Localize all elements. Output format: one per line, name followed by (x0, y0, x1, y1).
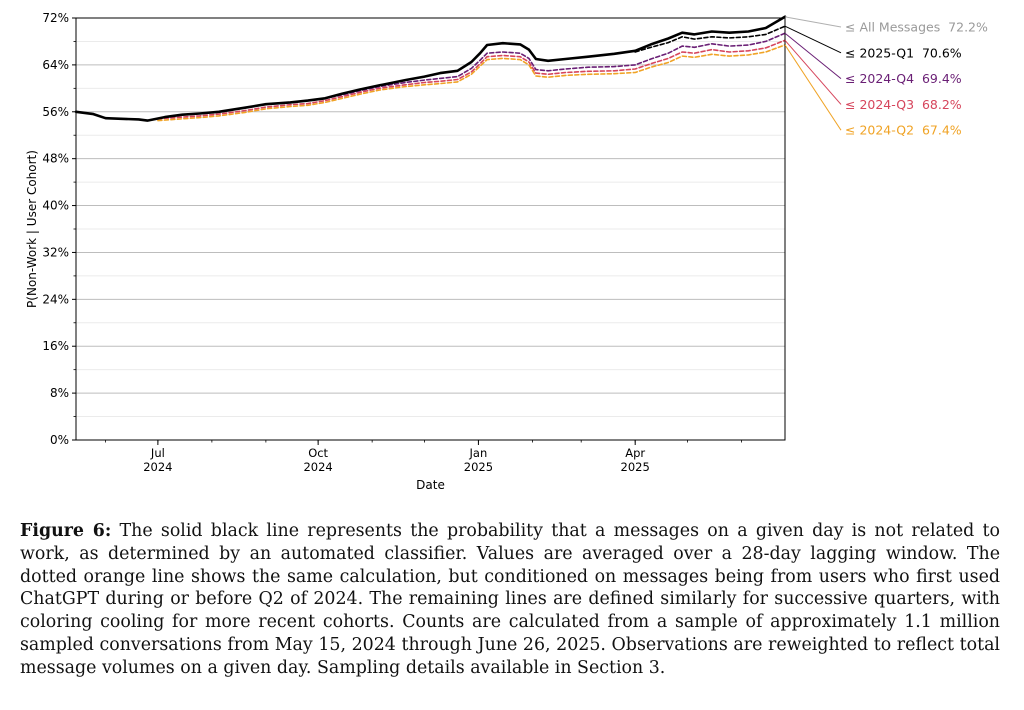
series-line-2024-q3 (157, 39, 786, 120)
series-end-label: ≤ All Messages 72.2% (845, 20, 988, 35)
line-chart: 0%8%16%24%32%40%48%56%64%72%Jul2024Oct20… (25, 11, 988, 492)
x-tick-month: Jul (150, 446, 165, 460)
axis-ticks: 0%8%16%24%32%40%48%56%64%72%Jul2024Oct20… (42, 11, 742, 474)
y-axis-label: P(Non-Work | User Cohort) (25, 150, 39, 308)
series-line-2025-q1 (634, 25, 786, 53)
y-tick-label: 16% (42, 339, 69, 353)
x-tick-year: 2025 (464, 460, 493, 474)
leader-line (784, 32, 842, 79)
y-tick-label: 8% (50, 386, 69, 400)
y-tick-label: 24% (42, 292, 69, 306)
x-axis-label: Date (416, 478, 445, 492)
x-tick-month: Oct (308, 446, 328, 460)
y-tick-label: 64% (42, 58, 69, 72)
series-end-label: ≤ 2024-Q3 68.2% (845, 97, 962, 112)
figure-caption: Figure 6: The solid black line represent… (20, 520, 1000, 680)
y-tick-label: 0% (50, 433, 69, 447)
leader-line (784, 25, 842, 54)
leader-line (784, 44, 842, 131)
series-end-label: ≤ 2024-Q4 69.4% (845, 71, 962, 86)
x-tick-year: 2025 (621, 460, 650, 474)
series-end-label: ≤ 2024-Q2 67.4% (845, 123, 962, 138)
series-line-2024-q2 (157, 44, 786, 122)
series-line-2024-q4 (317, 32, 786, 101)
y-tick-label: 56% (42, 105, 69, 119)
y-tick-label: 48% (42, 152, 69, 166)
x-tick-month: Jan (469, 446, 488, 460)
series-line-all-messages (74, 15, 787, 122)
x-tick-year: 2024 (143, 460, 172, 474)
x-tick-month: Apr (625, 446, 645, 460)
leader-line (784, 39, 842, 105)
gridlines (76, 17, 785, 441)
caption-label: Figure 6: (20, 521, 112, 541)
leader-line (784, 16, 842, 28)
caption-text: The solid black line represents the prob… (20, 521, 1001, 678)
x-tick-year: 2024 (303, 460, 332, 474)
series-end-label: ≤ 2025-Q1 70.6% (845, 45, 962, 60)
y-tick-label: 72% (42, 11, 69, 25)
series-lines (74, 15, 787, 122)
y-tick-label: 32% (42, 245, 69, 259)
y-tick-label: 40% (42, 199, 69, 213)
end-labels: ≤ All Messages 72.2% ≤ 2025-Q1 70.6% ≤ 202… (784, 16, 988, 138)
